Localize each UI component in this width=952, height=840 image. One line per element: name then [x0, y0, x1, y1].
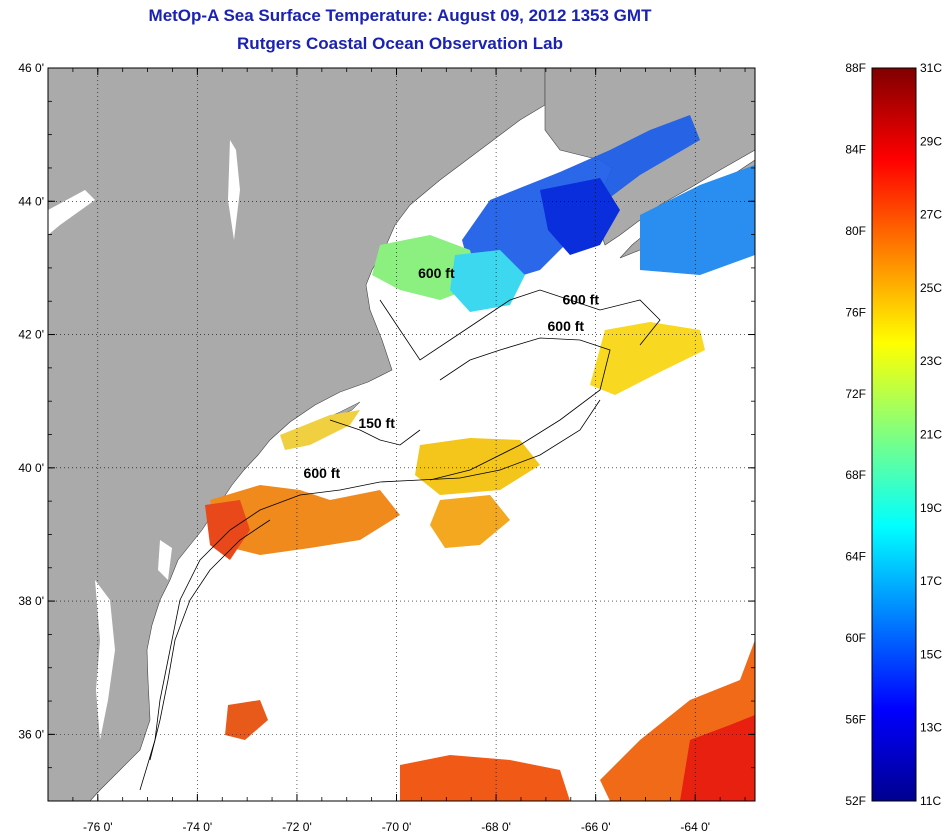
chesapeake-bay — [95, 580, 115, 740]
colorbar — [871, 67, 917, 802]
colorbar-celsius-label: 17C — [920, 574, 942, 588]
colorbar-celsius-label: 31C — [920, 61, 942, 75]
sst-patch-shelf-red — [205, 500, 250, 560]
isobath-label: 600 ft — [304, 465, 341, 481]
colorbar-celsius-label: 21C — [920, 428, 942, 442]
isobath-contours — [139, 289, 661, 791]
map-title: MetOp-A Sea Surface Temperature: August … — [148, 6, 652, 25]
colorbar-fahrenheit-label: 80F — [845, 224, 866, 238]
sst-patch-se-red — [680, 715, 755, 801]
delaware-bay — [158, 540, 172, 580]
sst-patch-shelf-orange-1 — [210, 485, 400, 555]
colorbar-celsius-label: 23C — [920, 354, 942, 368]
colorbar-fahrenheit-label: 88F — [845, 61, 866, 75]
colorbar-celsius-label: 15C — [920, 647, 942, 661]
isobath-label: 600 ft — [562, 292, 599, 308]
lon-tick-label: -70 0' — [382, 820, 412, 834]
isobath-inner-shelf — [149, 519, 271, 761]
colorbar-fahrenheit-label: 84F — [845, 142, 866, 156]
lon-tick-label: -64 0' — [680, 820, 710, 834]
lon-tick-label: -74 0' — [183, 820, 213, 834]
lon-tick-label: -76 0' — [83, 820, 113, 834]
colorbar-celsius-label: 27C — [920, 208, 942, 222]
lat-tick-label: 42 0' — [18, 328, 44, 342]
lake-ontario — [48, 190, 95, 235]
sst-patch-small-south — [225, 700, 268, 740]
lake-champlain — [228, 140, 240, 240]
sst-patches — [205, 115, 755, 801]
lon-tick-label: -66 0' — [581, 820, 611, 834]
sst-patch-bay-of-fundy — [540, 178, 620, 255]
sst-patch-scotian-shelf — [640, 165, 755, 275]
colorbar-celsius-label: 25C — [920, 281, 942, 295]
lat-tick-label: 40 0' — [18, 461, 44, 475]
colorbar-celsius-label: 11C — [920, 794, 941, 808]
lat-tick-label: 44 0' — [18, 194, 44, 208]
isobath-label: 600 ft — [418, 265, 455, 281]
land-mainland — [48, 68, 546, 801]
isobath-150ft — [329, 419, 421, 446]
colorbar-labels: 88F 84F 80F 76F 72F 68F 64F 60F 56F 52F 31C 29C 27C 2… — [845, 61, 942, 808]
lon-tick-label: -72 0' — [282, 820, 312, 834]
isobath-600ft-shelf — [139, 399, 601, 791]
map-ticks: 46 0' 44 0' 42 0' 40 0' 38 0' 36 0' -76 0' -74 … — [18, 61, 755, 834]
map-subtitle: Rutgers Coastal Ocean Observation Lab — [237, 34, 563, 53]
lat-tick-label: 38 0' — [18, 594, 44, 608]
isobath-600ft-gulf — [379, 289, 661, 361]
colorbar-celsius-label: 13C — [920, 721, 942, 735]
colorbar-fahrenheit-label: 56F — [845, 713, 866, 727]
colorbar-fahrenheit-label: 72F — [845, 387, 866, 401]
colorbar-celsius-label: 29C — [920, 134, 942, 148]
sst-patch-georges-east — [590, 322, 705, 395]
sst-patch-south-bottom — [400, 755, 570, 801]
lat-tick-label: 36 0' — [18, 727, 44, 741]
lon-tick-label: -68 0' — [481, 820, 511, 834]
sst-patch-cyan-gulf — [450, 250, 525, 312]
isobath-600ft-georges — [429, 337, 611, 481]
colorbar-fahrenheit-label: 52F — [845, 794, 866, 808]
colorbar-fahrenheit-label: 68F — [845, 468, 866, 482]
colorbar-fahrenheit-label: 64F — [845, 550, 866, 564]
colorbar-fahrenheit-label: 76F — [845, 305, 866, 319]
colorbar-fahrenheit-label: 60F — [845, 631, 866, 645]
lat-tick-label: 46 0' — [18, 61, 44, 75]
isobath-label: 600 ft — [548, 318, 585, 334]
colorbar-bar — [871, 67, 917, 802]
sst-patch-southern-ne — [280, 410, 360, 450]
colorbar-celsius-label: 19C — [920, 501, 942, 515]
isobath-label: 150 ft — [358, 415, 395, 431]
sst-patch-shelf-orange-2 — [430, 495, 510, 548]
isobath-labels: 600 ft 600 ft 600 ft 150 ft 600 ft — [304, 265, 600, 481]
